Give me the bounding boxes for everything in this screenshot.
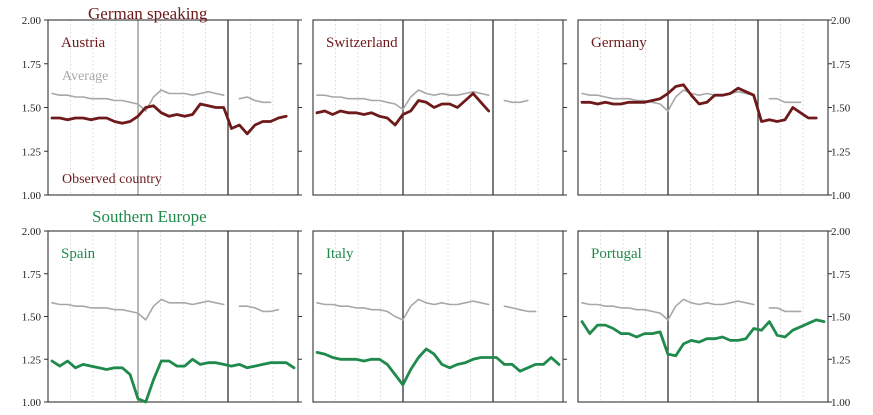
group-title-southern: Southern Europe: [92, 207, 207, 226]
y-tick-label-right: 1.50: [831, 103, 851, 115]
panel-portugal: 2.00 1.75 1.50 1.25 1.00 Portugal: [577, 226, 851, 409]
y-tick-label: 2.00: [22, 15, 42, 27]
panel-switzerland: Switzerland: [312, 19, 567, 196]
panel-spain: 2.00 1.75 1.50 1.25 1.00 Spain: [22, 226, 302, 409]
series-observed: [50, 357, 296, 404]
series-observed: [580, 318, 826, 358]
y-tick-label: 1.75: [22, 59, 42, 71]
panel-name-austria: Austria: [61, 35, 106, 51]
y-tick-label-right: 2.00: [831, 15, 851, 27]
y-tick-label: 2.00: [22, 226, 42, 238]
legend-average-label: Average: [62, 69, 108, 84]
group-title-german: German speaking: [88, 4, 208, 23]
y-tick-label: 1.50: [22, 312, 42, 324]
legend-observed-label: Observed country: [62, 172, 162, 187]
y-tick-label-right: 1.75: [831, 269, 851, 281]
series-average: [51, 89, 272, 112]
y-tick-label-right: 1.25: [831, 354, 851, 366]
series-average: [316, 89, 529, 111]
panel-name-germany: Germany: [591, 35, 647, 51]
y-tick-label: 1.25: [22, 354, 42, 366]
y-tick-label: 1.25: [22, 146, 42, 158]
series-observed: [580, 83, 818, 123]
y-tick-label: 1.50: [22, 103, 42, 115]
panel-germany: 2.00 1.75 1.50 1.25 1.00 Germany: [577, 15, 851, 202]
panel-name-spain: Spain: [61, 246, 96, 262]
panels-layer: 2.00 1.75 1.50 1.25 1.00 Austria Switzerland 2.…: [22, 15, 851, 409]
series-average: [316, 298, 537, 321]
series-average: [581, 298, 802, 321]
panel-name-italy: Italy: [326, 246, 354, 262]
panel-name-switzerland: Switzerland: [326, 35, 398, 51]
y-tick-label: 1.00: [22, 190, 42, 202]
y-tick-label-right: 2.00: [831, 226, 851, 238]
y-tick-label: 1.75: [22, 269, 42, 281]
y-tick-label-right: 1.50: [831, 312, 851, 324]
series-average: [51, 298, 280, 321]
y-tick-label: 1.00: [22, 397, 42, 409]
y-tick-label-right: 1.75: [831, 59, 851, 71]
series-observed: [315, 347, 561, 387]
y-tick-label-right: 1.25: [831, 146, 851, 158]
y-tick-label-right: 1.00: [831, 190, 851, 202]
panel-italy: Italy: [312, 230, 567, 403]
series-observed: [50, 102, 288, 136]
panel-name-portugal: Portugal: [591, 246, 642, 262]
y-tick-label-right: 1.00: [831, 397, 851, 409]
panel-austria: 2.00 1.75 1.50 1.25 1.00 Austria: [22, 15, 302, 202]
series-observed: [315, 92, 491, 127]
